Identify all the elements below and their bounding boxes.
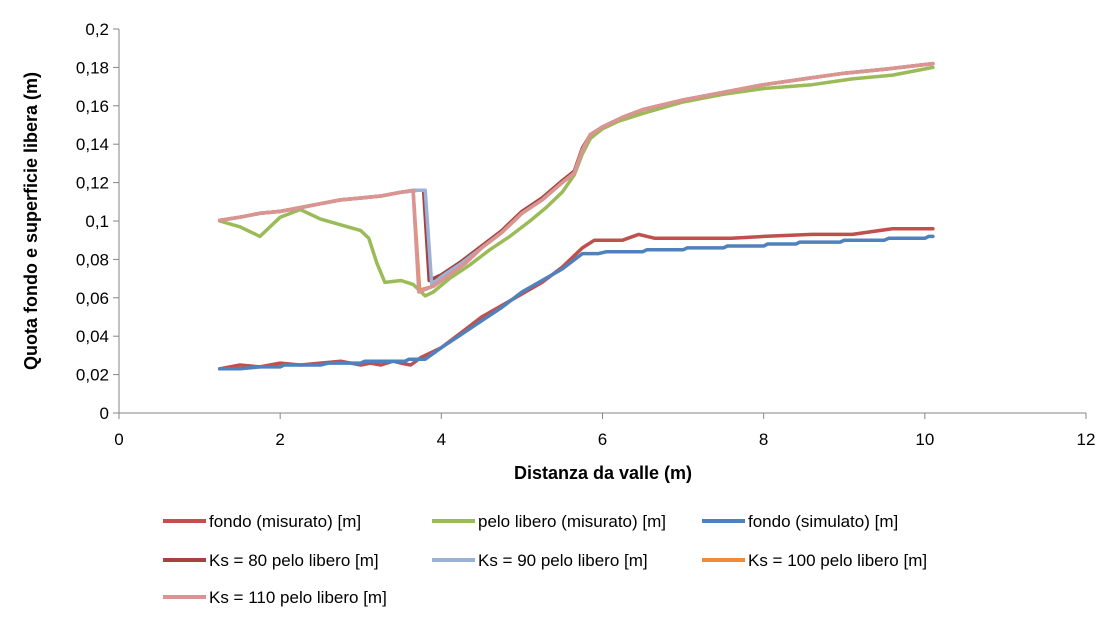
series-line-3 <box>217 234 935 371</box>
y-tick-label: 0,1 <box>85 212 109 231</box>
legend-label-7: Ks = 110 pelo libero [m] <box>209 588 387 607</box>
y-tick-label: 0,08 <box>76 250 109 269</box>
y-tick-label: 0,06 <box>76 289 109 308</box>
legend-label-4: Ks = 80 pelo libero [m] <box>209 551 379 570</box>
x-tick-group: 0 2 4 6 8 10 12 <box>114 413 1095 449</box>
legend-label-6: Ks = 100 pelo libero [m] <box>748 551 927 570</box>
y-tick-label: 0,18 <box>76 58 109 77</box>
series-line-7 <box>217 61 935 294</box>
y-tick-label: 0,04 <box>76 327 109 346</box>
legend-label-3: fondo (simulato) [m] <box>748 512 898 531</box>
series-line-1 <box>217 226 935 371</box>
y-tick-label: 0 <box>100 404 109 423</box>
legend-label-5: Ks = 90 pelo libero [m] <box>478 551 648 570</box>
chart-legend: fondo (misurato) [m] pelo libero (misurat… <box>163 512 927 607</box>
legend-label-2: pelo libero (misurato) [m] <box>478 512 666 531</box>
series-line-group <box>217 61 935 371</box>
y-tick-label: 0,12 <box>76 174 109 193</box>
y-tick-label: 0,16 <box>76 97 109 116</box>
x-axis-title: Distanza da valle (m) <box>514 463 692 483</box>
x-tick-label: 2 <box>275 430 284 449</box>
y-tick-label: 0,14 <box>76 135 109 154</box>
x-tick-label: 4 <box>437 430 446 449</box>
series-line-2 <box>217 65 935 298</box>
y-axis-title: Quota fondo e superficie libera (m) <box>21 72 41 370</box>
x-tick-label: 0 <box>114 430 123 449</box>
x-tick-label: 12 <box>1077 430 1096 449</box>
x-tick-label: 10 <box>915 430 934 449</box>
x-tick-label: 8 <box>759 430 768 449</box>
y-tick-label: 0,02 <box>76 366 109 385</box>
y-tick-group: 0 0,02 0,04 0,06 0,08 0,1 0,12 0,14 0,16 0,18 0,2 <box>76 20 119 423</box>
y-tick-label: 0,2 <box>85 20 109 39</box>
legend-label-1: fondo (misurato) [m] <box>209 512 361 531</box>
chart-axes <box>118 29 1086 414</box>
x-tick-label: 6 <box>598 430 607 449</box>
